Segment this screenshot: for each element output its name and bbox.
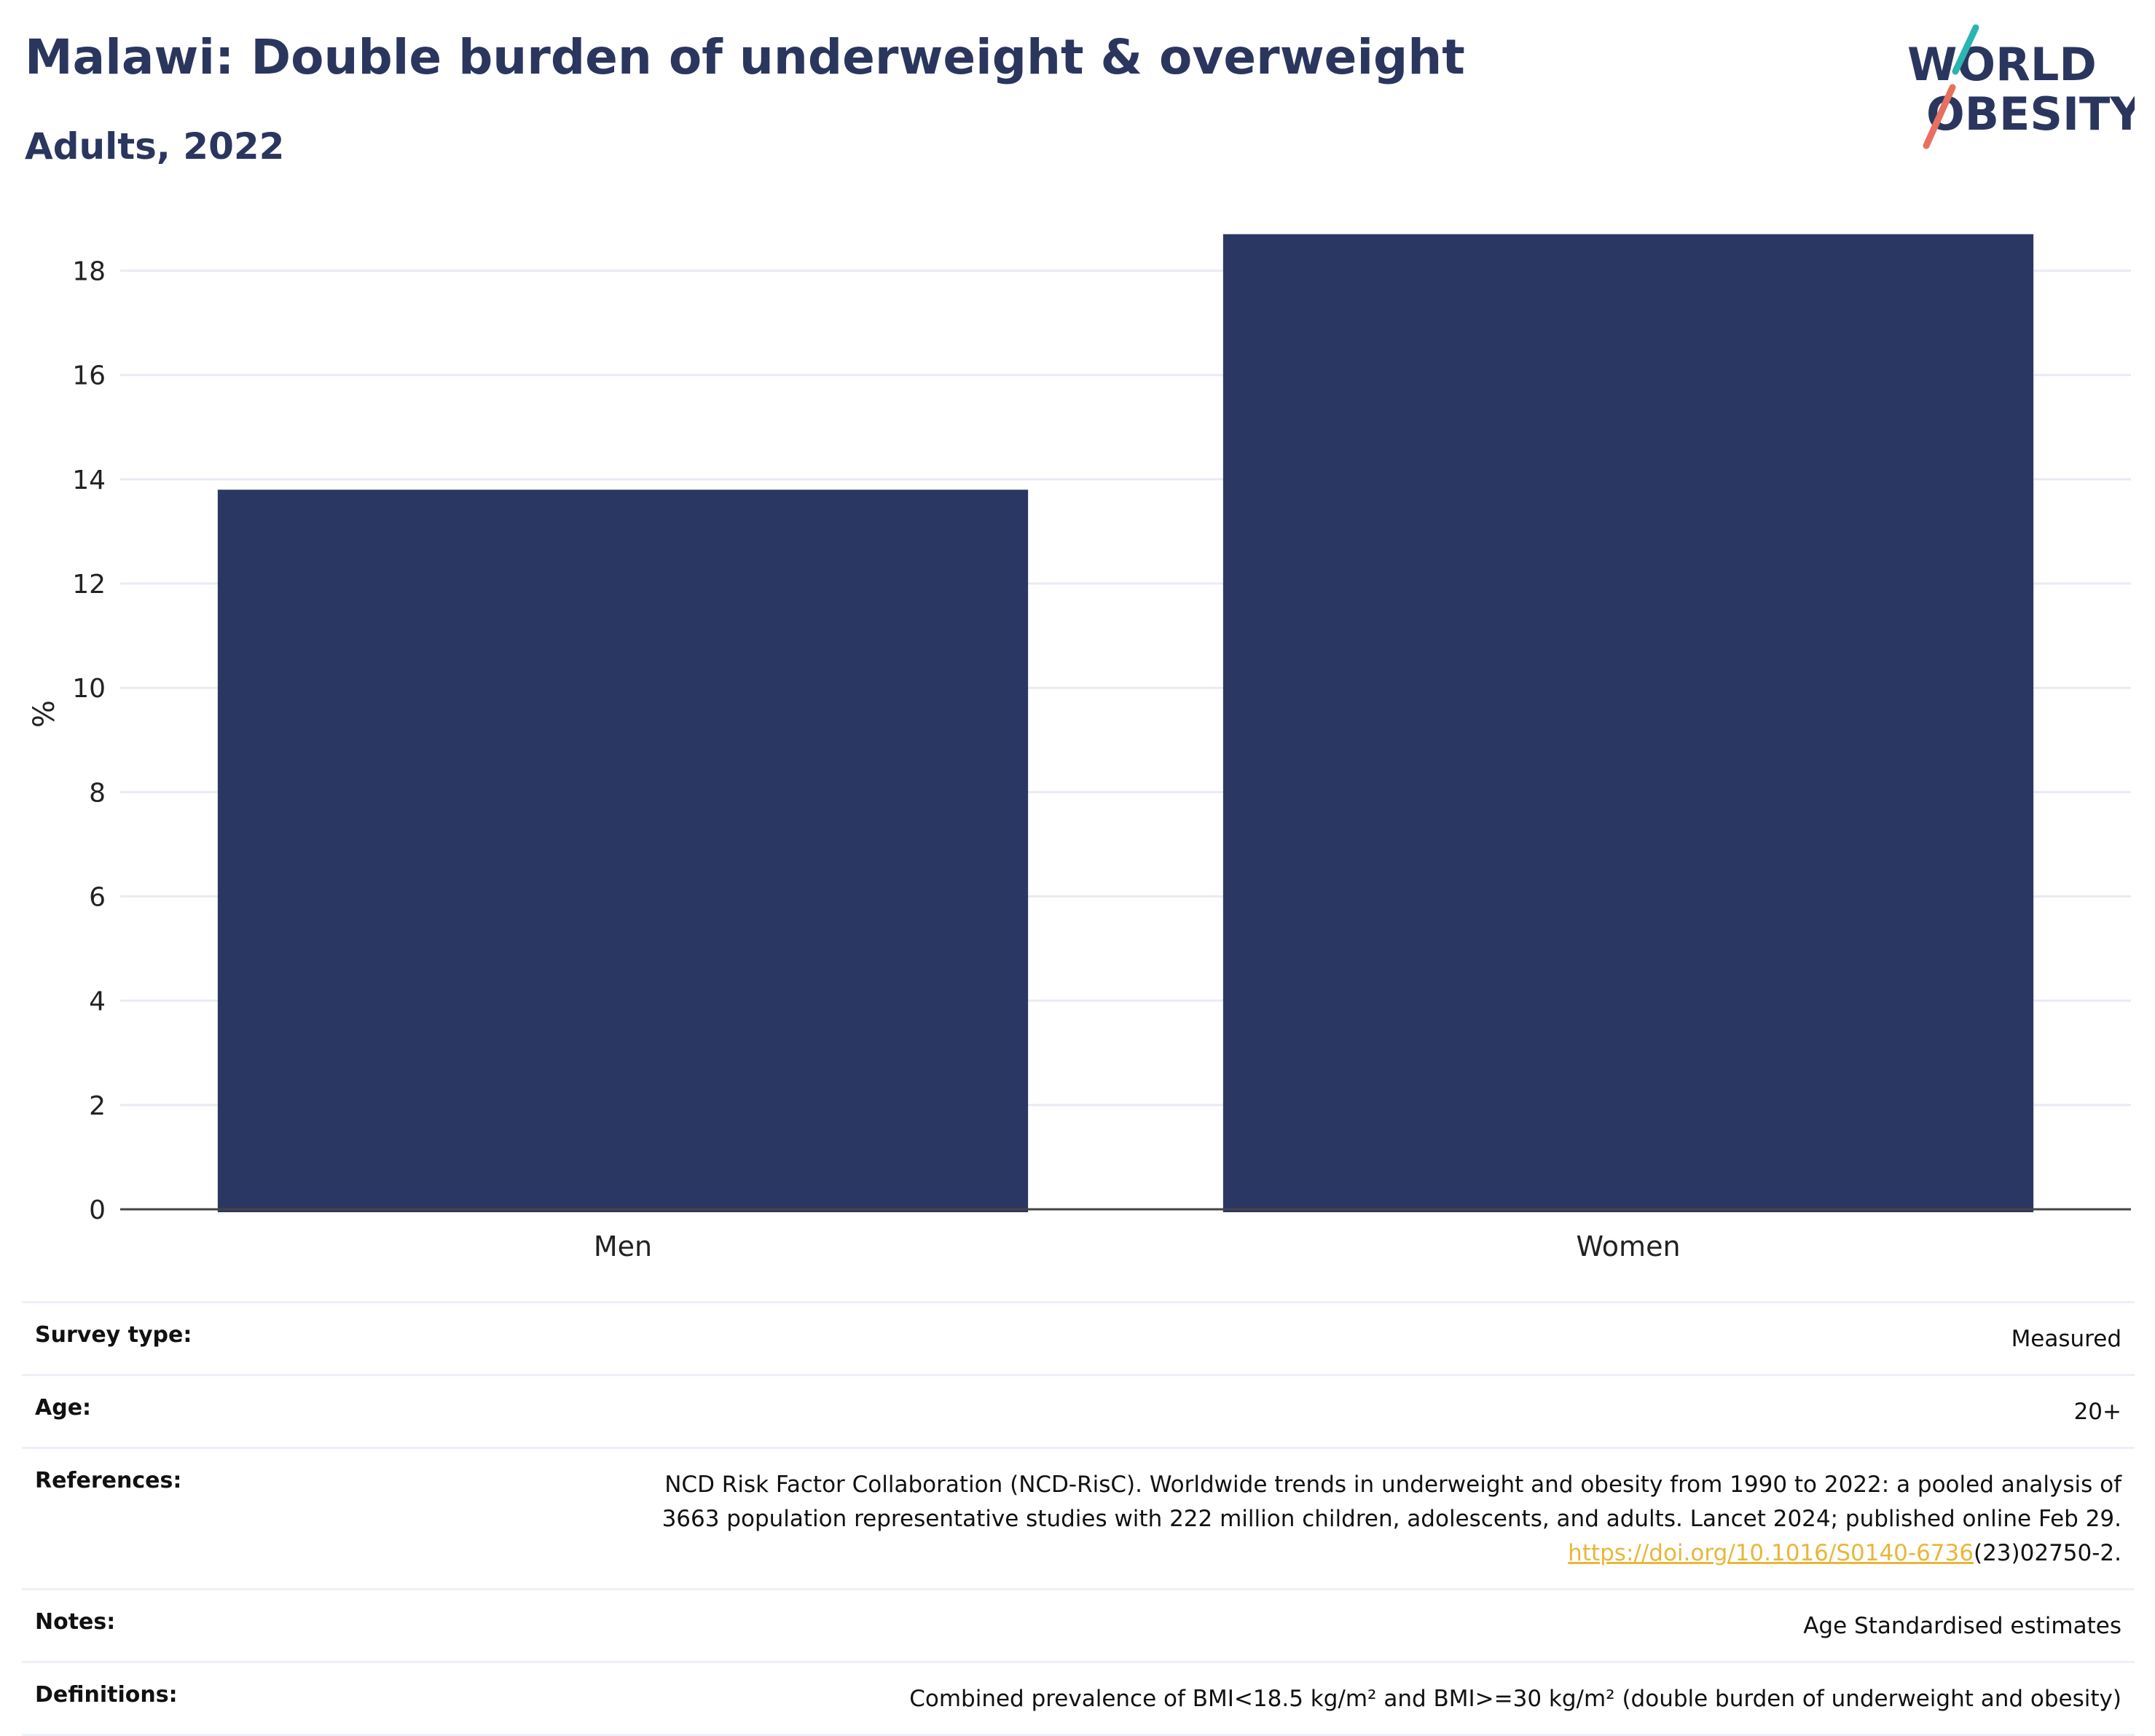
bar-women	[1222, 234, 2034, 1213]
page-subtitle: Adults, 2022	[25, 125, 285, 168]
y-tick-label: 2	[89, 1091, 106, 1121]
meta-value: 20+	[2073, 1399, 2121, 1425]
reference-line-2: 3663 population representative studies w…	[662, 1506, 2121, 1532]
meta-label: Definitions:	[35, 1682, 178, 1708]
x-tick-label: Women	[1576, 1230, 1680, 1262]
page-title: Malawi: Double burden of underweight & o…	[25, 29, 1465, 85]
world-obesity-logo: WORLD OBESITY	[1907, 24, 2135, 149]
y-axis-label: %	[28, 700, 61, 728]
meta-value-references: NCD Risk Factor Collaboration (NCD-RisC)…	[662, 1468, 2121, 1571]
y-tick-label: 12	[72, 570, 106, 600]
meta-value: Combined prevalence of BMI<18.5 kg/m² an…	[909, 1686, 2121, 1712]
meta-label: Notes:	[35, 1609, 116, 1635]
metadata-table: Survey type: Measured Age: 20+ Reference…	[22, 1301, 2135, 1736]
y-tick-labels: 0 2 4 6 8 10 12 14 16 18	[72, 257, 106, 1225]
doi-link[interactable]: https://doi.org/10.1016/S0140-6736	[1568, 1540, 1974, 1566]
bars	[217, 234, 2034, 1213]
y-tick-label: 4	[89, 987, 106, 1017]
y-tick-label: 6	[89, 883, 106, 913]
bar-chart: 0 2 4 6 8 10 12 14 16 18 Men Women %	[28, 234, 2131, 1262]
meta-label: References:	[35, 1468, 182, 1493]
meta-row-notes: Notes: Age Standardised estimates	[22, 1588, 2135, 1661]
y-tick-label: 16	[72, 361, 106, 391]
meta-row-survey-type: Survey type: Measured	[22, 1301, 2135, 1374]
meta-row-references: References: NCD Risk Factor Collaboratio…	[22, 1447, 2135, 1588]
y-tick-label: 8	[89, 778, 106, 808]
logo-teal-stroke-icon	[1952, 24, 1979, 75]
x-tick-label: Men	[594, 1230, 652, 1262]
logo-coral-stroke-icon	[1923, 84, 1956, 149]
logo-line2: OBESITY	[1926, 87, 2135, 141]
reference-line-1: NCD Risk Factor Collaboration (NCD-RisC)…	[664, 1472, 2121, 1498]
meta-row-age: Age: 20+	[22, 1374, 2135, 1447]
meta-label: Age:	[35, 1395, 92, 1421]
meta-value: Age Standardised estimates	[1803, 1613, 2121, 1639]
y-tick-label: 18	[72, 257, 106, 287]
y-tick-label: 10	[72, 674, 106, 704]
doi-suffix: (23)02750-2.	[1973, 1540, 2121, 1566]
y-tick-label: 14	[72, 466, 106, 495]
meta-label: Survey type:	[35, 1322, 192, 1348]
meta-value: Measured	[2011, 1326, 2121, 1352]
y-tick-label: 0	[89, 1195, 106, 1225]
logo-line1: WORLD	[1907, 38, 2097, 91]
x-tick-labels: Men Women	[594, 1230, 1681, 1262]
meta-row-definitions: Definitions: Combined prevalence of BMI<…	[22, 1661, 2135, 1736]
bar-men	[217, 490, 1029, 1212]
